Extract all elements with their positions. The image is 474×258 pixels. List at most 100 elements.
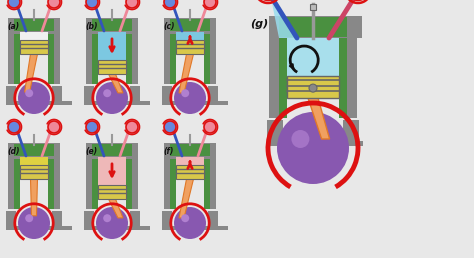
Bar [84,226,150,230]
Bar [204,34,210,84]
Circle shape [204,0,216,8]
Bar [6,211,16,229]
Bar [176,32,204,40]
Polygon shape [109,74,123,93]
Bar [164,32,176,84]
Bar [279,17,347,37]
Circle shape [181,214,189,222]
Bar [176,54,204,84]
Bar [267,120,283,145]
Polygon shape [30,179,37,216]
Bar [130,211,140,229]
Bar [339,38,347,118]
Bar [162,86,172,104]
Bar [176,179,204,209]
Bar [86,157,98,209]
Bar [162,226,228,230]
Polygon shape [179,179,193,218]
Bar [126,32,138,84]
Polygon shape [308,98,329,139]
Bar [98,74,126,84]
Bar [170,19,210,31]
Text: (c): (c) [163,22,174,31]
Text: (a): (a) [7,22,19,31]
Circle shape [96,82,128,114]
Bar [86,18,138,32]
Polygon shape [109,199,123,218]
Circle shape [292,130,310,148]
Circle shape [277,112,349,184]
Bar [92,34,98,84]
Bar [269,38,287,118]
Bar [84,101,150,105]
Bar [126,157,138,209]
Bar [269,16,363,38]
Circle shape [164,0,176,8]
Bar [126,34,132,84]
Circle shape [25,214,33,222]
Circle shape [181,89,189,97]
Bar [14,34,20,84]
Circle shape [103,214,111,222]
Circle shape [126,121,138,133]
Bar [267,141,363,146]
Bar [98,32,126,60]
Bar [176,157,204,165]
Bar [86,32,98,84]
Bar [98,157,126,185]
Bar [6,226,72,230]
Circle shape [18,82,50,114]
Circle shape [126,0,138,8]
Bar [20,54,48,84]
Bar [98,32,126,60]
Bar [208,211,218,229]
Bar [170,144,210,156]
Bar [92,159,98,209]
Bar [208,86,218,104]
Text: (f): (f) [163,147,173,156]
Text: (b): (b) [85,22,98,31]
Bar [52,211,62,229]
Bar [162,101,228,105]
Circle shape [103,89,111,97]
Bar [339,38,357,118]
Bar [20,157,48,165]
Bar [20,32,48,40]
Bar [48,32,60,84]
Bar [84,86,94,104]
Bar [8,32,20,84]
Bar [20,157,48,165]
Circle shape [86,0,98,8]
Polygon shape [272,3,305,38]
Circle shape [8,121,20,133]
Bar [20,179,48,209]
Circle shape [309,84,317,92]
Bar [176,157,204,165]
Circle shape [25,89,33,97]
Bar [204,32,216,84]
Bar [164,143,216,157]
Circle shape [164,121,176,133]
Bar [204,157,216,209]
Bar [164,157,176,209]
Polygon shape [25,54,37,92]
Bar [20,165,48,179]
Bar [6,101,72,105]
Circle shape [86,121,98,133]
Bar [8,143,60,157]
Text: (g): (g) [250,19,268,29]
Bar [92,144,132,156]
Bar [287,76,339,98]
Bar [130,86,140,104]
Bar [8,157,20,209]
Bar [92,19,132,31]
Bar [52,86,62,104]
Circle shape [48,121,60,133]
Bar [48,159,54,209]
Text: (e): (e) [85,147,97,156]
Bar [48,157,60,209]
Bar [84,211,94,229]
Circle shape [18,207,50,239]
Polygon shape [179,54,193,93]
Bar [98,157,126,185]
